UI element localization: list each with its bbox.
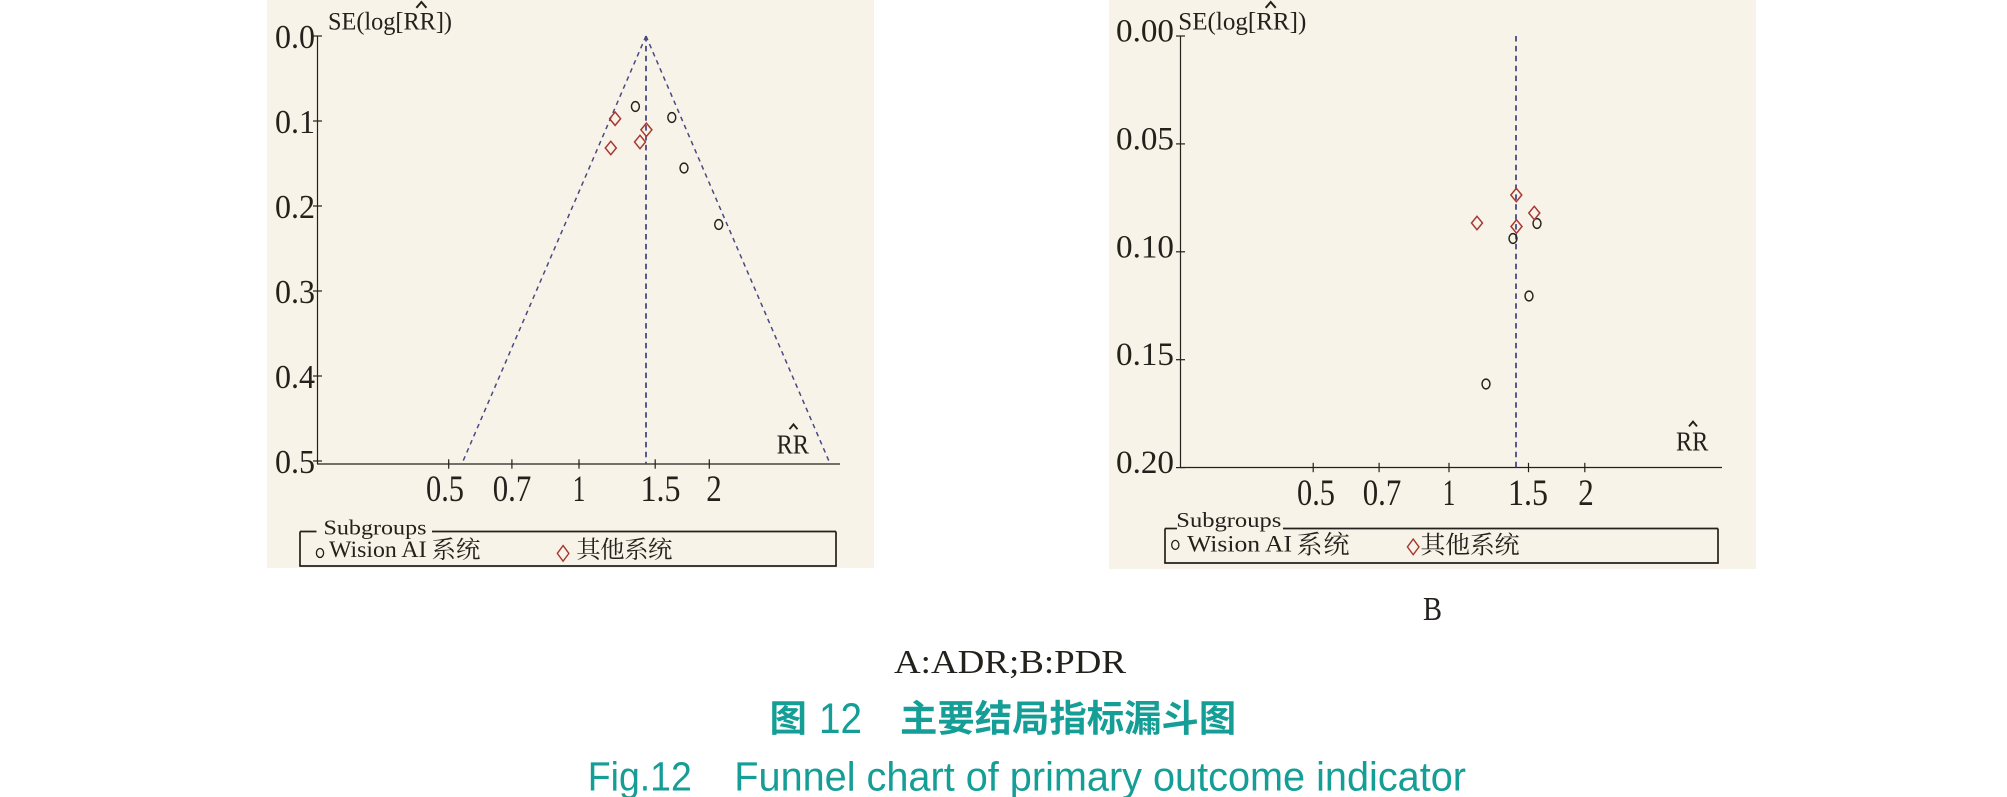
- svg-text:0.5: 0.5: [426, 469, 464, 510]
- svg-text:0.15: 0.15: [1116, 337, 1174, 373]
- svg-text:0.3: 0.3: [275, 274, 315, 311]
- svg-text:1: 1: [573, 469, 586, 510]
- svg-text:0.10: 0.10: [1116, 229, 1174, 265]
- svg-text:Subgroups: Subgroups: [324, 515, 427, 539]
- svg-text:1: 1: [1443, 473, 1456, 514]
- svg-text:0.5: 0.5: [1297, 473, 1335, 514]
- svg-text:Subgroups: Subgroups: [1176, 508, 1281, 532]
- svg-text:Funnel chart of primary outcom: Funnel chart of primary outcome indicato…: [734, 754, 1466, 797]
- svg-text:0.05: 0.05: [1116, 121, 1174, 157]
- svg-text:1.5: 1.5: [1508, 473, 1548, 514]
- svg-text:SE(log[RR]): SE(log[RR]): [1178, 7, 1306, 36]
- svg-text:0.1: 0.1: [275, 104, 315, 141]
- svg-text:0.4: 0.4: [275, 359, 315, 396]
- svg-text:0.0: 0.0: [275, 19, 315, 56]
- svg-text:0.00: 0.00: [1116, 14, 1174, 50]
- svg-text:RR: RR: [777, 428, 810, 459]
- svg-text:12: 12: [819, 695, 862, 743]
- svg-text:RR: RR: [1676, 426, 1709, 457]
- svg-text:2: 2: [1578, 473, 1594, 514]
- svg-text:0.2: 0.2: [275, 189, 315, 226]
- svg-text:0.5: 0.5: [275, 444, 315, 481]
- svg-text:Fig.12: Fig.12: [588, 754, 692, 797]
- svg-text:Wision AI: Wision AI: [329, 537, 427, 562]
- svg-text:A:ADR;B:PDR: A:ADR;B:PDR: [894, 644, 1126, 681]
- svg-text:0.20: 0.20: [1116, 445, 1174, 481]
- svg-text:SE(log[RR]): SE(log[RR]): [328, 7, 452, 36]
- svg-text:2: 2: [706, 469, 722, 510]
- svg-text:0.7: 0.7: [1363, 473, 1402, 514]
- svg-text:0.7: 0.7: [493, 469, 532, 510]
- svg-text:Wision AI: Wision AI: [1187, 532, 1292, 557]
- svg-text:B: B: [1423, 591, 1442, 628]
- svg-text:1.5: 1.5: [641, 469, 681, 510]
